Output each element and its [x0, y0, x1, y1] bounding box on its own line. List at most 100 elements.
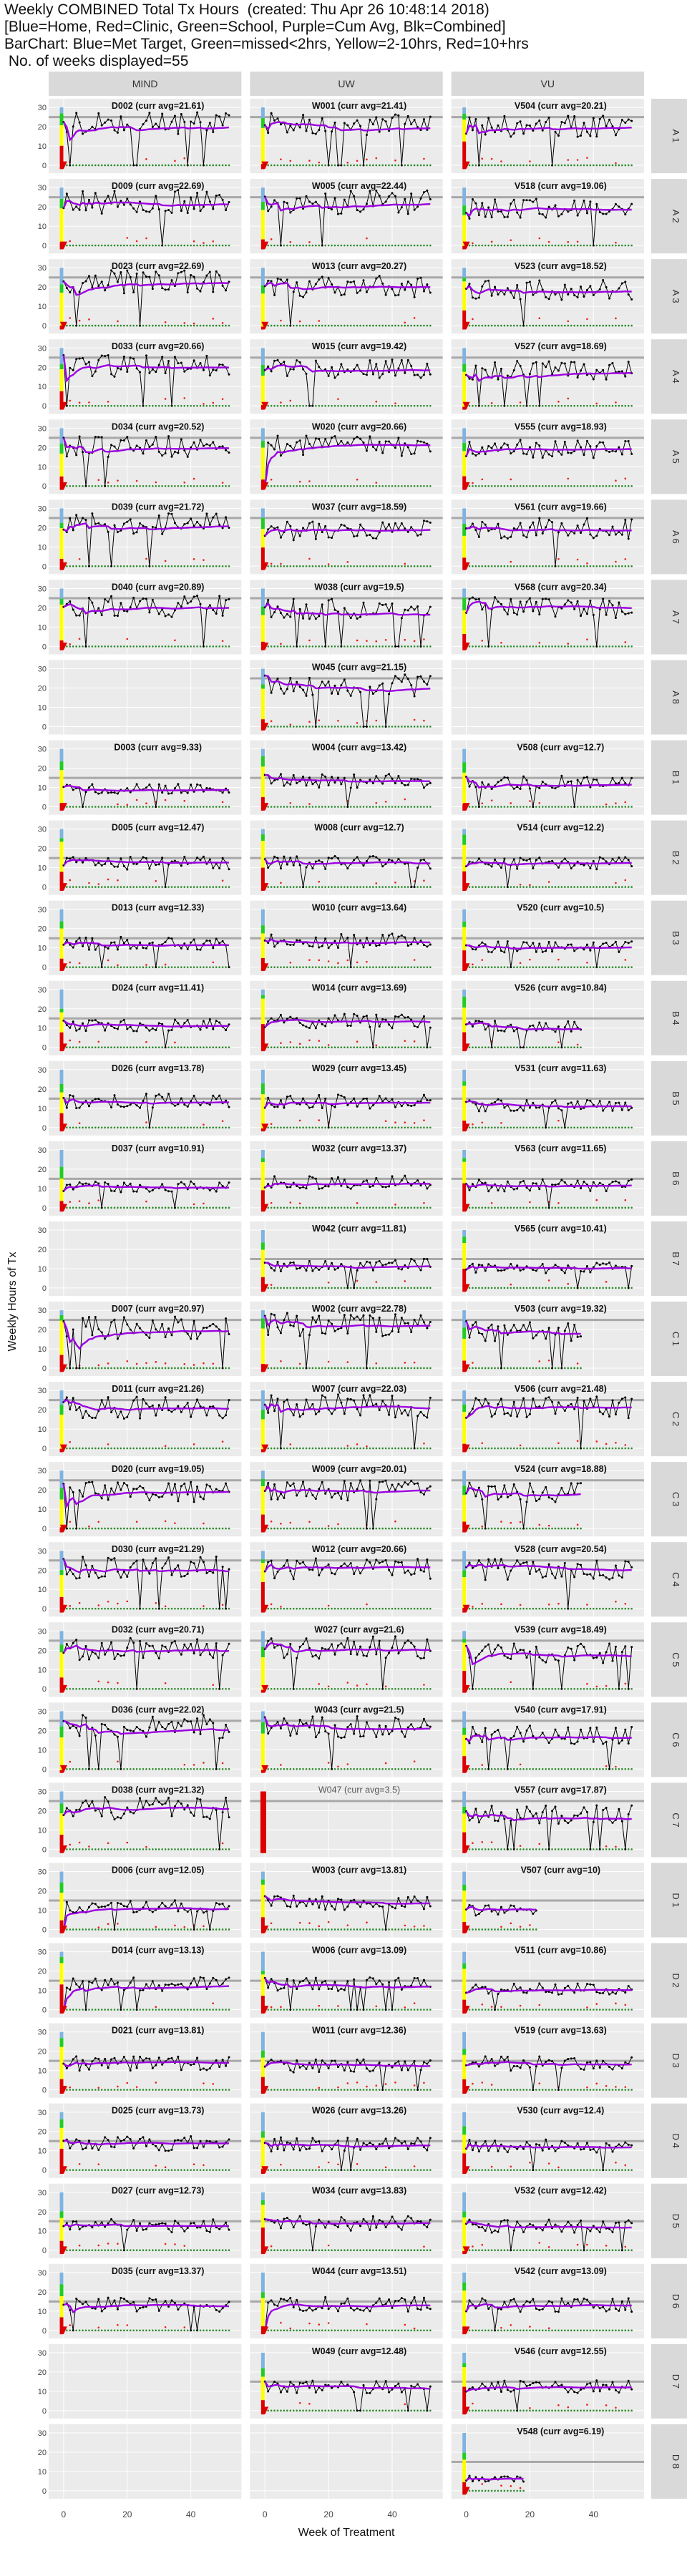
- school-point: [580, 324, 582, 327]
- combined-point: [273, 855, 276, 858]
- combined-point: [151, 288, 154, 291]
- status-bar-2to10: [59, 125, 64, 146]
- school-point: [267, 404, 269, 407]
- school-point: [308, 484, 311, 487]
- combined-point: [164, 372, 167, 375]
- school-point: [545, 404, 547, 407]
- combined-point: [611, 361, 614, 364]
- clinic-point: [203, 242, 205, 244]
- school-point: [611, 645, 614, 648]
- combined-point: [336, 946, 339, 949]
- status-bar-missed2: [59, 1083, 64, 1093]
- school-point: [611, 886, 614, 888]
- status-bar-met: [462, 187, 467, 206]
- school-point: [583, 484, 585, 487]
- combined-point: [494, 858, 497, 861]
- school-point: [107, 1206, 109, 1209]
- school-point: [484, 966, 487, 968]
- clinic-point: [183, 157, 186, 160]
- combined-point: [327, 374, 330, 377]
- school-point: [388, 645, 390, 648]
- school-point: [129, 645, 132, 648]
- school-point: [545, 806, 547, 808]
- column-strip: [451, 72, 644, 96]
- combined-point: [551, 455, 554, 458]
- clinic-point: [481, 802, 484, 805]
- school-point: [203, 806, 205, 808]
- combined-point: [276, 677, 279, 680]
- school-point: [372, 1126, 374, 1129]
- combined-point: [381, 603, 384, 606]
- clinic-point: [88, 318, 90, 321]
- combined-point: [416, 942, 419, 945]
- combined-point: [419, 440, 422, 443]
- combined-point: [228, 791, 230, 794]
- school-point: [557, 806, 560, 808]
- combined-point: [570, 601, 572, 604]
- combined-point: [570, 1030, 572, 1033]
- combined-point: [602, 597, 605, 600]
- combined-point: [91, 1019, 94, 1022]
- combined-point: [75, 1029, 78, 1032]
- school-point: [132, 404, 135, 407]
- school-point: [494, 324, 496, 327]
- school-point: [132, 1046, 135, 1049]
- school-point: [321, 806, 323, 808]
- school-point: [296, 886, 298, 888]
- status-bar-met: [260, 508, 265, 518]
- school-point: [270, 806, 273, 808]
- combined-point: [283, 616, 286, 619]
- combined-point: [343, 776, 346, 779]
- combined-point: [110, 373, 113, 376]
- y-tick-label: 10: [38, 303, 47, 311]
- clinic-point: [78, 319, 81, 322]
- clinic-point: [586, 318, 588, 321]
- school-point: [110, 1046, 112, 1049]
- school-point: [157, 484, 160, 487]
- school-point: [494, 645, 496, 648]
- school-point: [627, 244, 630, 247]
- school-point: [500, 164, 502, 167]
- school-point: [69, 966, 72, 968]
- combined-point: [336, 857, 339, 859]
- combined-point: [116, 615, 119, 618]
- combined-point: [487, 530, 490, 532]
- school-point: [139, 966, 141, 968]
- combined-point: [608, 1101, 611, 1103]
- school-point: [627, 645, 630, 648]
- school-point: [88, 1206, 90, 1209]
- school-point: [401, 1046, 403, 1049]
- school-point: [478, 1046, 480, 1049]
- combined-point: [381, 521, 384, 524]
- combined-point: [343, 122, 346, 125]
- combined-point: [177, 362, 180, 365]
- clinic-point: [308, 480, 311, 482]
- combined-point: [422, 191, 425, 194]
- combined-point: [362, 1015, 365, 1018]
- combined-point: [611, 944, 614, 947]
- combined-point: [359, 779, 362, 781]
- combined-point: [321, 680, 323, 683]
- school-point: [270, 1046, 273, 1049]
- school-point: [308, 645, 311, 648]
- school-point: [388, 966, 390, 968]
- school-point: [289, 244, 292, 247]
- school-point: [110, 1206, 112, 1209]
- status-bar-2to10: [260, 933, 265, 958]
- combined-point: [286, 131, 288, 134]
- school-point: [132, 645, 135, 648]
- combined-point: [422, 290, 425, 293]
- school-point: [94, 806, 97, 808]
- y-tick-label: 10: [38, 1185, 47, 1194]
- panel-title: W045 (curr avg=21.15): [312, 662, 406, 672]
- school-point: [340, 806, 343, 808]
- school-point: [605, 645, 608, 648]
- combined-point: [139, 371, 142, 374]
- school-point: [142, 244, 145, 247]
- school-point: [586, 484, 588, 487]
- cumulative-average-line: [264, 444, 431, 487]
- status-bar-10plus: [260, 867, 265, 891]
- combined-point: [155, 1094, 157, 1097]
- combined-point: [221, 445, 224, 448]
- combined-point: [525, 124, 528, 127]
